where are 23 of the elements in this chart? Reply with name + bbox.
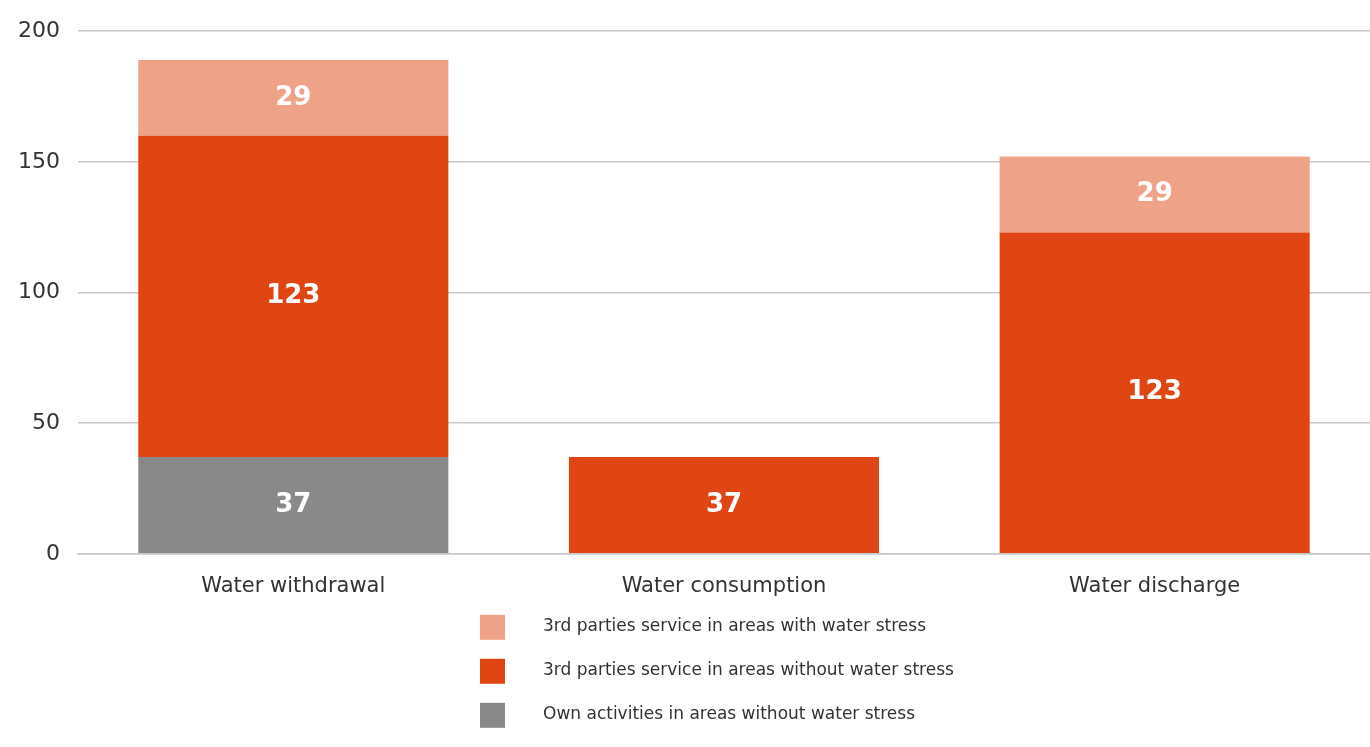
y-tick-label: 50 (31, 408, 60, 434)
data-label: 123 (1127, 375, 1182, 406)
data-label: 37 (705, 487, 743, 518)
bar (138, 59, 449, 136)
bar (999, 156, 1310, 233)
legend-label: 3rd parties service in areas with water stress (543, 615, 927, 636)
bar (568, 457, 880, 554)
legend-label: Own activities in areas without water stress (543, 703, 916, 724)
y-tick-label: 0 (45, 539, 60, 565)
x-tick-label: Water withdrawal (201, 572, 386, 597)
data-label: 37 (275, 487, 312, 518)
y-tick-label: 200 (17, 16, 60, 42)
data-label: 29 (275, 80, 312, 111)
data-label: 29 (1136, 177, 1173, 208)
legend-label: 3rd parties service in areas without water stress (543, 659, 954, 680)
bar (138, 135, 449, 458)
bar (999, 232, 1310, 554)
y-tick-label: 150 (17, 147, 60, 173)
data-label: 123 (266, 279, 321, 310)
x-tick-label: Water discharge (1069, 572, 1241, 597)
bar (138, 457, 449, 554)
y-tick-label: 100 (17, 278, 60, 304)
x-tick-label: Water consumption (621, 572, 827, 597)
